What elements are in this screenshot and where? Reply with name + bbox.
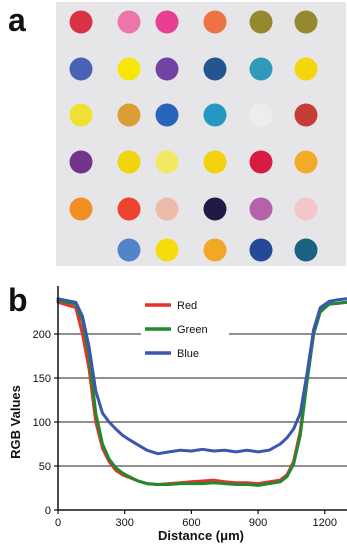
color-spot xyxy=(155,197,179,221)
color-spot xyxy=(117,150,141,174)
legend-entry-background xyxy=(141,344,229,362)
y-tick-label: 150 xyxy=(33,373,51,385)
color-spot xyxy=(203,238,227,262)
color-spot xyxy=(69,197,93,221)
x-tick-label: 900 xyxy=(249,517,267,529)
color-spot xyxy=(155,103,179,127)
color-spot xyxy=(117,103,141,127)
spot-grid xyxy=(69,10,318,262)
color-spot xyxy=(69,150,93,174)
color-spot xyxy=(117,197,141,221)
panel-a-label: a xyxy=(8,2,26,38)
color-spot xyxy=(249,238,273,262)
color-spot xyxy=(294,10,318,34)
color-spot xyxy=(249,57,273,81)
color-spot xyxy=(203,10,227,34)
color-spot xyxy=(155,10,179,34)
color-spot xyxy=(117,238,141,262)
x-tick-label: 300 xyxy=(116,517,134,529)
legend-label-red: Red xyxy=(177,300,197,312)
color-spot xyxy=(249,150,273,174)
color-spot xyxy=(203,57,227,81)
x-tick-label: 1200 xyxy=(313,517,337,529)
color-spot xyxy=(155,57,179,81)
color-spot xyxy=(294,57,318,81)
color-spot xyxy=(69,57,93,81)
legend-label-green: Green xyxy=(177,324,208,336)
y-tick-label: 50 xyxy=(39,461,51,473)
legend-entry-background xyxy=(141,320,229,338)
color-spot xyxy=(294,103,318,127)
spot-array-photo xyxy=(56,2,346,266)
color-spot xyxy=(117,10,141,34)
series-line-green xyxy=(56,299,347,487)
x-tick-label: 0 xyxy=(55,517,61,529)
color-spot xyxy=(294,150,318,174)
legend-label-blue: Blue xyxy=(177,348,199,360)
color-spot xyxy=(69,10,93,34)
color-spot xyxy=(249,103,273,127)
color-spot xyxy=(249,10,273,34)
photo-background xyxy=(56,2,346,266)
color-spot xyxy=(117,57,141,81)
color-spot xyxy=(69,103,93,127)
color-spot xyxy=(203,150,227,174)
series-line-blue xyxy=(56,297,347,456)
x-tick-label: 600 xyxy=(182,517,200,529)
color-spot xyxy=(294,238,318,262)
color-spot xyxy=(203,197,227,221)
chart-legend: Red Green Blue xyxy=(141,296,229,362)
color-spot xyxy=(203,103,227,127)
x-axis-label: Distance (μm) xyxy=(158,528,244,543)
y-tick-label: 200 xyxy=(33,329,51,341)
y-tick-label: 100 xyxy=(33,417,51,429)
color-spot xyxy=(294,197,318,221)
y-axis-label: RGB Values xyxy=(8,385,23,459)
panel-b-label: b xyxy=(8,282,28,318)
chart-series-lines xyxy=(56,297,347,487)
color-spot xyxy=(155,238,179,262)
color-spot xyxy=(155,150,179,174)
y-tick-label: 0 xyxy=(45,505,51,517)
chart-axes: 0 50 100 150 200 0 300 600 900 1200 xyxy=(33,286,347,529)
legend-entry-background xyxy=(141,296,229,314)
color-spot xyxy=(249,197,273,221)
